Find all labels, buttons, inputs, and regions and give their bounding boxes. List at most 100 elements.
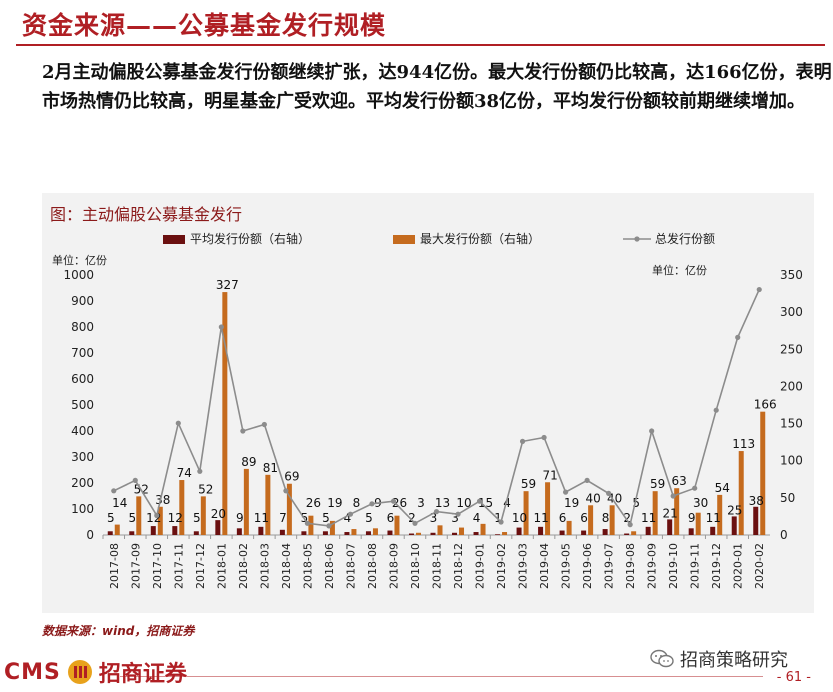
avg-bar [495, 534, 501, 535]
total-point [283, 488, 289, 494]
avg-data-label: 4 [473, 511, 481, 525]
avg-bar [688, 528, 694, 535]
wechat-icon [650, 649, 674, 668]
avg-bar [150, 526, 156, 535]
avg-data-label: 2 [623, 511, 631, 525]
avg-bar [645, 526, 651, 535]
left-tick-label: 1000 [63, 268, 94, 282]
max-bar [157, 506, 163, 535]
avg-data-label: 7 [279, 511, 287, 525]
chart-panel [42, 193, 814, 613]
max-data-label: 113 [732, 437, 755, 451]
max-data-label: 40 [585, 491, 600, 505]
legend-label-total: 总发行份额 [655, 231, 715, 246]
total-point [756, 286, 762, 293]
total-point [326, 523, 332, 529]
avg-bar [236, 528, 242, 535]
avg-bar [279, 529, 285, 535]
max-data-label: 4 [503, 496, 511, 510]
total-point [197, 468, 203, 474]
right-tick-label: 300 [780, 305, 803, 319]
avg-bar [538, 526, 544, 535]
category-label: 2019-04 [538, 543, 551, 589]
max-bar [523, 491, 529, 535]
logo-text: CMS [4, 659, 61, 685]
avg-bar [473, 532, 479, 535]
avg-data-label: 11 [641, 511, 656, 525]
max-bar [652, 491, 658, 535]
total-point [261, 421, 267, 428]
max-data-label: 166 [754, 398, 777, 412]
category-label: 2018-12 [452, 543, 465, 589]
avg-data-label: 12 [146, 511, 161, 525]
max-bar [459, 527, 465, 535]
category-label: 2018-08 [366, 543, 379, 589]
avg-bar [129, 531, 135, 535]
max-bar [566, 520, 572, 535]
total-point [498, 519, 504, 525]
total-point [240, 428, 246, 434]
avg-data-label: 11 [706, 511, 721, 525]
avg-bar [602, 529, 608, 535]
max-bar [609, 505, 615, 535]
max-data-label: 26 [392, 496, 407, 510]
category-label: 2018-06 [323, 543, 336, 589]
max-data-label: 30 [693, 496, 708, 510]
category-label: 2017-10 [151, 543, 164, 589]
avg-bar [408, 533, 414, 535]
category-label: 2018-05 [301, 543, 314, 589]
max-data-label: 19 [327, 496, 342, 510]
max-bar [351, 529, 357, 535]
max-data-label: 69 [284, 470, 299, 484]
max-bar [329, 520, 335, 535]
page-title: 资金来源——公募基金发行规模 [22, 11, 387, 40]
max-bar [415, 532, 421, 535]
total-point [390, 498, 397, 504]
avg-data-label: 6 [387, 511, 395, 525]
total-point [476, 498, 483, 504]
right-tick-label: 50 [780, 491, 795, 505]
category-label: 2020-01 [732, 543, 745, 589]
avg-data-label: 12 [168, 511, 183, 525]
avg-data-label: 5 [322, 511, 330, 525]
avg-bar [581, 530, 587, 535]
avg-bar [344, 532, 350, 535]
avg-data-label: 3 [430, 511, 438, 525]
total-point [670, 493, 676, 499]
category-label: 2019-07 [603, 543, 616, 589]
avg-bar [731, 516, 737, 535]
category-label: 2018-01 [215, 543, 228, 589]
category-label: 2017-12 [194, 543, 207, 589]
max-bar [674, 488, 680, 535]
left-tick-label: 300 [71, 450, 94, 464]
category-label: 2019-01 [474, 543, 487, 589]
right-tick-label: 150 [780, 417, 803, 431]
total-point [455, 511, 461, 517]
total-point [713, 407, 719, 413]
category-label: 2019-03 [517, 543, 530, 589]
footer-rule [120, 676, 763, 677]
total-point [347, 511, 354, 517]
intro-paragraph: 2月主动偏股公募基金发行份额继续扩张，达944亿份。最大发行份额仍比较高，达16… [42, 62, 832, 112]
category-label: 2019-08 [624, 543, 637, 589]
left-axis-unit: 单位：亿份 [52, 253, 107, 267]
max-data-label: 52 [198, 482, 213, 496]
max-data-label: 327 [216, 278, 239, 292]
category-label: 2017-08 [108, 543, 121, 589]
max-bar [394, 515, 400, 535]
avg-bar [258, 526, 264, 535]
category-label: 2018-11 [431, 543, 444, 589]
avg-bar [710, 526, 716, 535]
left-tick-label: 400 [71, 424, 94, 438]
avg-data-label: 6 [559, 511, 567, 525]
total-point [584, 477, 590, 483]
total-point [692, 485, 698, 491]
category-label: 2019-06 [581, 543, 594, 589]
max-data-label: 89 [241, 455, 256, 469]
legend-swatch-max [393, 235, 415, 244]
max-data-label: 10 [456, 496, 471, 510]
logo-mark-icon [67, 660, 92, 684]
title-divider [16, 44, 825, 46]
category-label: 2018-04 [280, 543, 293, 589]
max-bar [695, 512, 701, 535]
